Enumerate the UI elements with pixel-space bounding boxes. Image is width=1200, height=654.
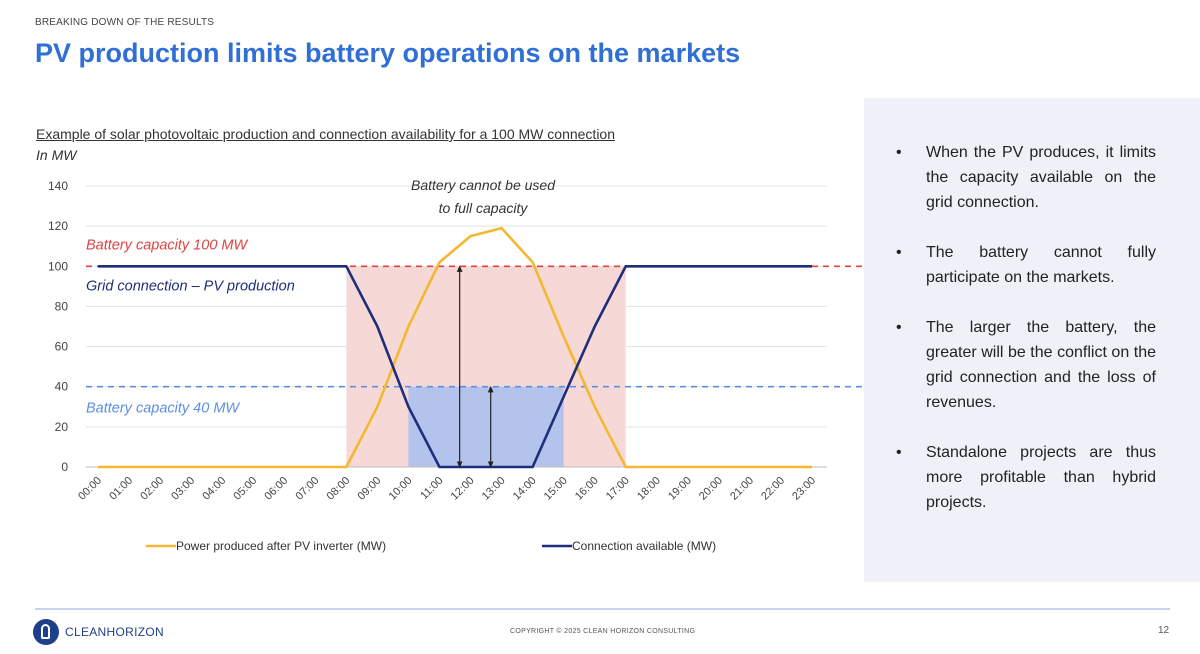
section-kicker: BREAKING DOWN OF THE RESULTS bbox=[35, 17, 215, 28]
bullet-dot-icon: • bbox=[896, 444, 902, 461]
y-tick-label: 40 bbox=[55, 380, 69, 394]
logo-mark-icon bbox=[33, 619, 59, 645]
x-tick-label: 18:00 bbox=[635, 475, 663, 503]
y-tick-label: 140 bbox=[48, 179, 68, 193]
legend-label-connection: Connection available (MW) bbox=[572, 539, 716, 553]
chart-unit-label: In MW bbox=[36, 147, 77, 163]
x-tick-label: 22:00 bbox=[759, 475, 787, 503]
logo-text: CLEANHORIZON bbox=[65, 625, 164, 639]
callout-text: Battery cannot be used bbox=[411, 177, 556, 193]
x-tick-label: 12:00 bbox=[449, 475, 477, 503]
side-panel: • When the PV produces, it limits the cap… bbox=[864, 98, 1200, 582]
x-tick-label: 21:00 bbox=[728, 475, 756, 503]
x-tick-label: 06:00 bbox=[262, 475, 290, 503]
bullet-dot-icon: • bbox=[896, 319, 902, 336]
connection-available-line bbox=[98, 264, 812, 469]
x-tick-label: 19:00 bbox=[666, 475, 694, 503]
copyright-text: COPYRIGHT © 2025 CLEAN HORIZON CONSULTIN… bbox=[510, 628, 696, 635]
x-tick-label: 20:00 bbox=[697, 475, 725, 503]
x-tick-label: 01:00 bbox=[107, 475, 135, 503]
bullet-item: • The larger the battery, the greater wil… bbox=[894, 315, 1156, 415]
x-tick-label: 11:00 bbox=[418, 475, 445, 502]
chart: 0 20 40 60 80 100 120 140 00:00 01:00 02:00 03:00 04… bbox=[48, 177, 862, 553]
y-tick-label: 20 bbox=[55, 420, 69, 434]
x-tick-label: 07:00 bbox=[293, 475, 321, 503]
callout-text: to full capacity bbox=[439, 200, 529, 216]
company-logo: CLEANHORIZON bbox=[33, 619, 164, 645]
bullet-item: • Standalone projects are thus more profi… bbox=[894, 440, 1156, 515]
x-tick-label: 23:00 bbox=[790, 475, 818, 503]
bullet-item: • When the PV produces, it limits the cap… bbox=[894, 140, 1156, 215]
footer-divider bbox=[35, 608, 1170, 610]
y-tick-label: 80 bbox=[55, 299, 69, 313]
reference-label-40mw: Battery capacity 40 MW bbox=[86, 401, 240, 417]
x-tick-label: 10:00 bbox=[387, 475, 415, 503]
bullet-list: • When the PV produces, it limits the cap… bbox=[894, 140, 1156, 540]
bullet-item: • The battery cannot fully participate on… bbox=[894, 240, 1156, 290]
grid-connection-label: Grid connection – PV production bbox=[86, 278, 295, 294]
x-tick-label: 15:00 bbox=[542, 475, 570, 503]
y-tick-label: 100 bbox=[48, 259, 68, 273]
bullet-dot-icon: • bbox=[896, 144, 902, 161]
bullet-text: The battery cannot fully participate on … bbox=[926, 244, 1156, 286]
bullet-text: The larger the battery, the greater will… bbox=[926, 319, 1156, 411]
x-tick-label: 04:00 bbox=[200, 475, 228, 503]
bullet-dot-icon: • bbox=[896, 244, 902, 261]
chart-title: Example of solar photovoltaic production… bbox=[36, 126, 615, 142]
x-tick-label: 02:00 bbox=[138, 475, 166, 503]
x-tick-label: 03:00 bbox=[169, 475, 197, 503]
x-tick-label: 09:00 bbox=[356, 475, 384, 503]
x-tick-label: 17:00 bbox=[604, 475, 632, 503]
x-tick-label: 00:00 bbox=[76, 475, 104, 503]
pv-production-line bbox=[98, 226, 812, 469]
reference-label-100mw: Battery capacity 100 MW bbox=[86, 237, 248, 253]
bullet-text: When the PV produces, it limits the capa… bbox=[926, 144, 1156, 211]
y-tick-label: 120 bbox=[48, 219, 68, 233]
legend-label-pv: Power produced after PV inverter (MW) bbox=[176, 539, 386, 553]
page-title: PV production limits battery operations … bbox=[35, 38, 741, 68]
x-tick-label: 14:00 bbox=[511, 475, 539, 503]
bullet-text: Standalone projects are thus more profit… bbox=[926, 444, 1156, 511]
x-tick-label: 05:00 bbox=[231, 475, 259, 503]
x-tick-label: 13:00 bbox=[480, 475, 508, 503]
y-tick-label: 0 bbox=[61, 460, 68, 474]
y-tick-label: 60 bbox=[55, 340, 69, 354]
shaded-region bbox=[408, 386, 564, 467]
x-tick-label: 16:00 bbox=[573, 475, 601, 503]
page-number: 12 bbox=[1158, 625, 1170, 636]
x-tick-label: 08:00 bbox=[325, 475, 353, 503]
